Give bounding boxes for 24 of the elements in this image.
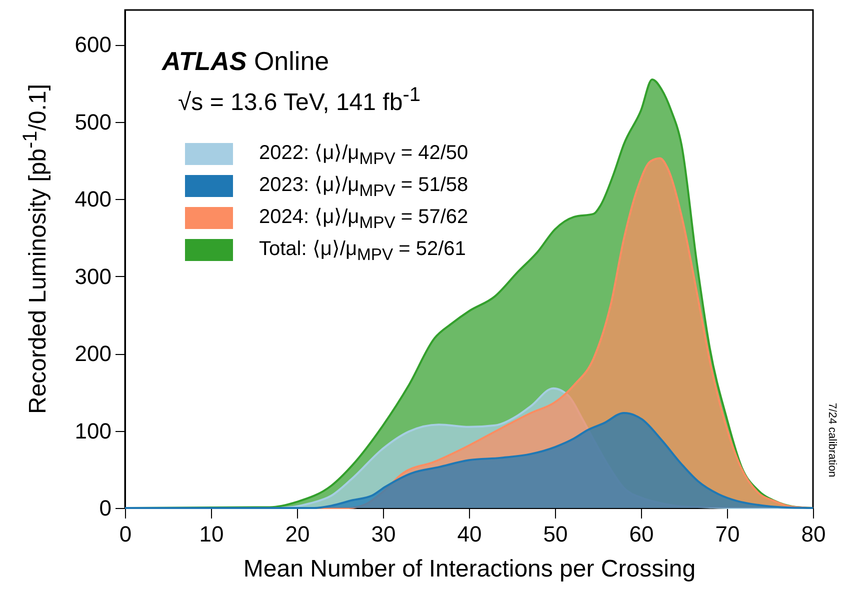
x-tick-label: 50	[543, 522, 568, 546]
annotation: ATLAS Online	[162, 46, 330, 77]
x-tick-label: 60	[629, 522, 654, 546]
x-tick-label: 20	[285, 522, 310, 546]
y-tick-label: 300	[74, 264, 112, 289]
y-tick-label: 200	[74, 341, 112, 366]
x-tick-label: 10	[199, 522, 224, 546]
y-tick-label: 600	[74, 32, 112, 58]
x-tick-label: 30	[371, 522, 396, 546]
legend-label: 2023: ⟨μ⟩/μ$_{MPV}$ = 51/58	[259, 172, 468, 200]
y-tick-label: 0	[99, 496, 112, 520]
text: 7/24 calibration	[826, 402, 838, 478]
x-tick-label: 40	[457, 522, 482, 546]
y-tick-label: 100	[74, 418, 112, 444]
legend-label: 2022: ⟨μ⟩/μ$_{MPV}$ = 42/50	[259, 140, 468, 168]
annotation: √s = 13.6 TeV, 141 fb$^{-1}$	[178, 84, 420, 117]
x-tick-label: 80	[801, 522, 826, 546]
x-tick-label: 0	[119, 522, 132, 546]
y-tick-label: 400	[74, 186, 112, 212]
legend-label: 2024: ⟨μ⟩/μ$_{MPV}$ = 57/62	[259, 204, 468, 232]
x-tick-label: 70	[715, 522, 740, 546]
y-tick-label: 500	[74, 109, 112, 134]
x-axis-title: Mean Number of Interactions per Crossing	[243, 556, 696, 582]
legend-label: Total: ⟨μ⟩/μ$_{MPV}$ = 52/61	[259, 236, 466, 264]
